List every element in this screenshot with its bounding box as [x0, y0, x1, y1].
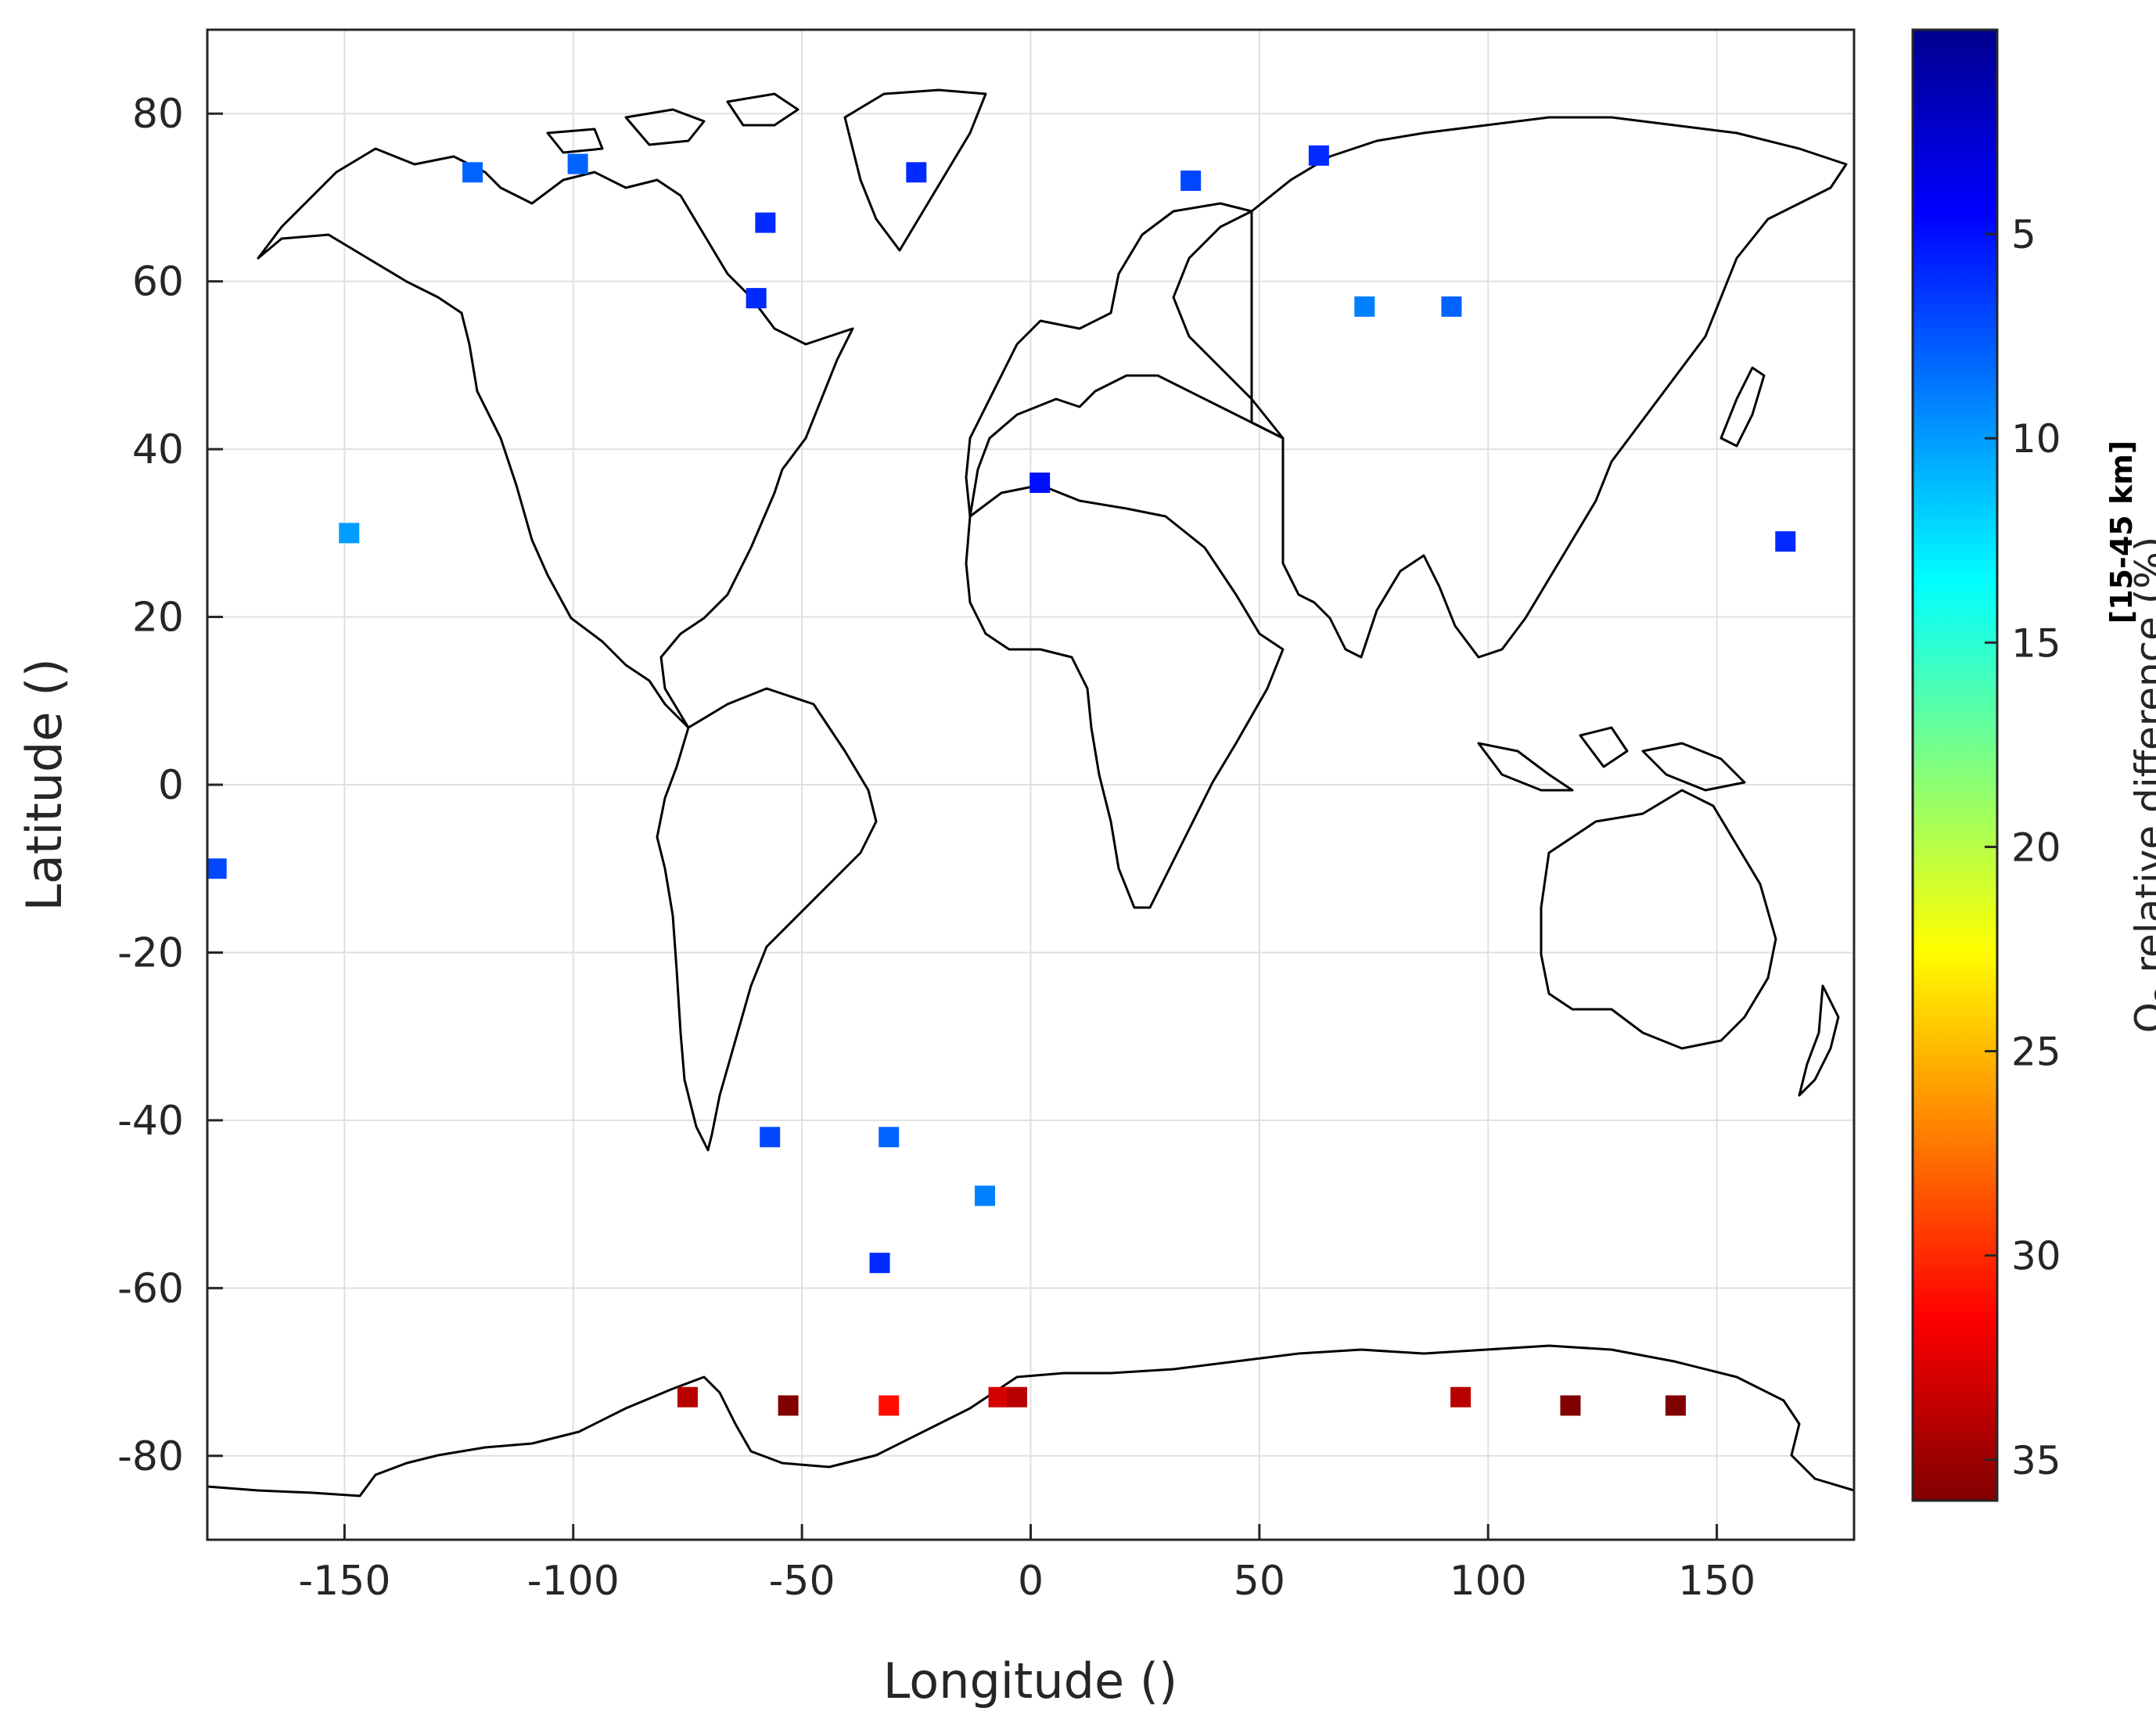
data-point [975, 1185, 995, 1206]
data-point [1180, 171, 1201, 191]
colorbar-label-subscript: 3 [2150, 985, 2156, 1002]
x-tick-label: -100 [527, 1558, 620, 1605]
data-point [462, 162, 483, 182]
colorbar-tick-label: 15 [2011, 620, 2061, 666]
y-tick-label: 20 [132, 595, 184, 642]
data-point [1029, 473, 1050, 493]
data-point [1441, 297, 1461, 317]
colorbar-label-extra: [15-45 km] [2104, 440, 2139, 624]
colorbar-tick-label: 10 [2011, 416, 2061, 462]
y-tick-label: -20 [117, 929, 184, 976]
data-point [879, 1395, 899, 1415]
data-point [879, 1127, 899, 1147]
data-point [1007, 1387, 1027, 1408]
y-tick-label: -80 [117, 1433, 184, 1480]
data-point [1450, 1387, 1471, 1408]
x-tick-label: 0 [1018, 1558, 1044, 1605]
y-axis-label: Latitude () [16, 658, 73, 911]
y-tick-label: 0 [158, 762, 184, 809]
y-tick-label: 60 [132, 259, 184, 306]
data-point [1666, 1395, 1686, 1415]
data-point [339, 523, 359, 543]
y-tick-label: 40 [132, 426, 184, 473]
data-point [677, 1387, 698, 1408]
colorbar-tick-label: 30 [2011, 1234, 2061, 1279]
colorbar-tick-label: 25 [2011, 1030, 2061, 1075]
x-axis-label: Longitude () [883, 1652, 1177, 1710]
colorbar-tick-label: 20 [2011, 825, 2061, 870]
x-tick-label: 150 [1678, 1558, 1755, 1605]
colorbar-tick-label: 35 [2011, 1438, 2061, 1483]
data-point [906, 162, 926, 182]
colorbar-label-o: O [2127, 1002, 2156, 1033]
colorbar [1913, 30, 1997, 1501]
data-point [989, 1387, 1009, 1408]
data-point [1560, 1395, 1580, 1415]
data-point [1309, 146, 1329, 166]
data-point [746, 288, 767, 308]
data-point [760, 1127, 780, 1147]
x-tick-label: -50 [769, 1558, 835, 1605]
x-tick-label: -150 [298, 1558, 390, 1605]
data-point [1775, 531, 1795, 552]
x-tick-label: 50 [1234, 1558, 1285, 1605]
data-point [755, 213, 775, 233]
data-point [778, 1395, 799, 1415]
y-tick-label: -60 [117, 1265, 184, 1312]
data-point [870, 1253, 890, 1273]
data-point [207, 858, 227, 879]
data-point [568, 154, 588, 174]
y-tick-label: 80 [132, 91, 184, 138]
x-tick-label: 100 [1450, 1558, 1527, 1605]
data-point [1354, 297, 1374, 317]
colorbar-tick-label: 5 [2011, 212, 2036, 257]
y-tick-label: -40 [117, 1098, 184, 1145]
